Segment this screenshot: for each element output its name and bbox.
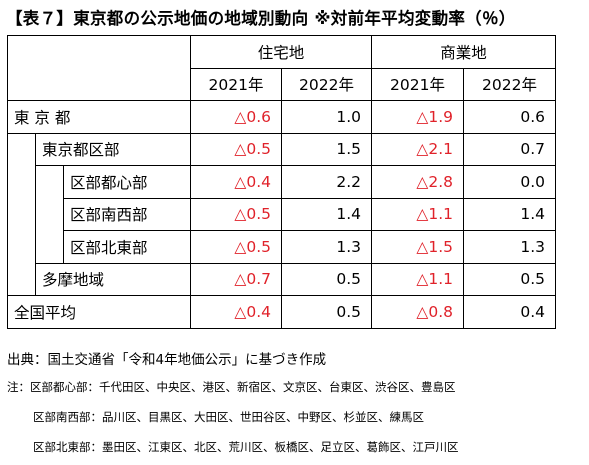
header-row-groups: 住宅地 商業地 <box>7 35 556 101</box>
table-row: 多摩地域 △0.7 0.5 △1.1 0.5 <box>8 262 556 296</box>
row-label: 東 京 都 <box>7 100 191 134</box>
land-price-table: 住宅地 商業地 2021年 2022年 2021年 2022年 東 京 都 △0… <box>7 35 556 329</box>
value-cell: 1.5 <box>281 132 372 166</box>
value-cell: 0.5 <box>281 262 372 296</box>
year-header: 2021年 <box>371 67 464 101</box>
row-label: 区部南西部 <box>63 197 191 231</box>
row-label: 区部北東部 <box>63 230 191 264</box>
table-row: 東 京 都 △0.6 1.0 △1.9 0.6 <box>7 100 556 134</box>
year-header: 2021年 <box>190 67 282 101</box>
value-cell: △2.1 <box>371 132 464 166</box>
value-cell: 0.5 <box>463 262 556 296</box>
indent-spacer <box>35 165 64 264</box>
row-label: 区部都心部 <box>63 165 191 199</box>
value-cell: △0.5 <box>190 132 282 166</box>
value-cell: △1.5 <box>371 230 464 264</box>
footnote: 注：区部都心部：千代田区、中央区、港区、新宿区、文京区、台東区、渋谷区、豊島区 <box>7 380 456 394</box>
year-header: 2022年 <box>463 67 556 101</box>
value-cell: 0.7 <box>463 132 556 166</box>
value-cell: 0.4 <box>463 295 556 329</box>
value-cell: △0.4 <box>190 165 282 199</box>
row-label: 全国平均 <box>7 295 191 329</box>
value-cell: 0.6 <box>463 100 556 134</box>
table-row: 東京都区部 △0.5 1.5 △2.1 0.7 <box>7 132 556 296</box>
value-cell: △0.7 <box>190 262 282 296</box>
value-cell: 0.0 <box>463 165 556 199</box>
table-title: 【表７】東京都の公示地価の地域別動向 ※対前年平均変動率（％） <box>6 9 516 28</box>
group-header-residential: 住宅地 <box>190 35 372 69</box>
value-cell: 1.4 <box>281 197 372 231</box>
row-label: 東京都区部 <box>35 132 191 166</box>
value-cell: △1.1 <box>371 262 464 296</box>
indent-spacer <box>7 133 36 296</box>
row-label: 多摩地域 <box>35 262 191 296</box>
header-corner-cell <box>7 35 191 101</box>
group-header-commercial: 商業地 <box>371 35 556 69</box>
footnote: 区部北東部：墨田区、江東区、北区、荒川区、板橋区、足立区、葛飾区、江戸川区 <box>33 440 459 454</box>
table-row: 区部南西部 △0.5 1.4 △1.1 1.4 <box>8 197 556 231</box>
source-note: 出典：国土交通省「令和4年地価公示」に基づき作成 <box>7 352 327 368</box>
year-header: 2022年 <box>281 67 372 101</box>
value-cell: △0.8 <box>371 295 464 329</box>
value-cell: △0.4 <box>190 295 282 329</box>
table-row: 区部都心部 △0.4 2.2 △2.8 0.0 <box>8 165 556 264</box>
table-row: 全国平均 △0.4 0.5 △0.8 0.4 <box>7 295 556 329</box>
value-cell: △1.9 <box>371 100 464 134</box>
footnote: 区部南西部：品川区、目黒区、大田区、世田谷区、中野区、杉並区、練馬区 <box>33 410 424 424</box>
value-cell: △2.8 <box>371 165 464 199</box>
header-row-years: 2021年 2022年 2021年 2022年 <box>8 67 556 101</box>
value-cell: 1.3 <box>281 230 372 264</box>
value-cell: △0.5 <box>190 230 282 264</box>
value-cell: △1.1 <box>371 197 464 231</box>
value-cell: 1.0 <box>281 100 372 134</box>
value-cell: 1.4 <box>463 197 556 231</box>
value-cell: △0.5 <box>190 197 282 231</box>
value-cell: 0.5 <box>281 295 372 329</box>
table-row: 区部北東部 △0.5 1.3 △1.5 1.3 <box>8 230 556 264</box>
value-cell: 2.2 <box>281 165 372 199</box>
value-cell: 1.3 <box>463 230 556 264</box>
value-cell: △0.6 <box>190 100 282 134</box>
